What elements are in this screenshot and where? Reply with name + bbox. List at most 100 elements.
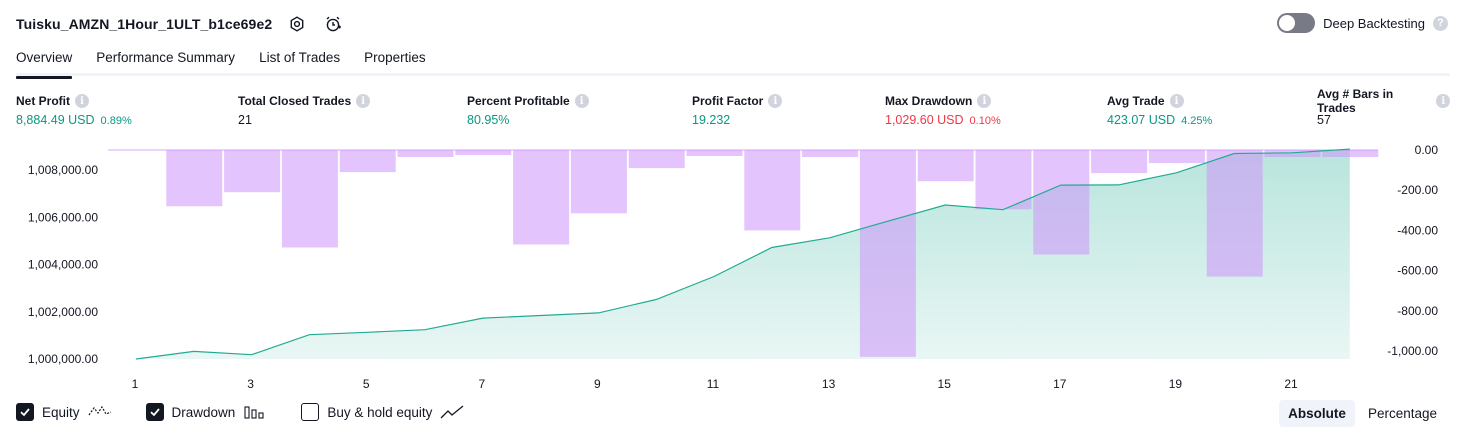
y-left-tick-label: 1,004,000.00 <box>28 258 98 272</box>
drawdown-bar <box>513 150 570 245</box>
drawdown-checkbox[interactable] <box>145 403 164 421</box>
deep-backtesting-toggle[interactable] <box>1277 13 1316 33</box>
drawdown-bar <box>1148 150 1205 164</box>
info-icon[interactable]: i <box>1169 94 1184 108</box>
legend-buy-hold-toggle[interactable]: Buy & hold equity <box>301 403 464 421</box>
metric-label: Profit Factor <box>692 94 764 108</box>
alert-clock-icon[interactable] <box>322 13 344 35</box>
buy-hold-checkbox[interactable] <box>301 403 320 421</box>
metric-label: Avg Trade <box>1107 94 1165 108</box>
strategy-title: Tuisku_AMZN_1Hour_1ULT_b1ce69e2 <box>16 16 273 32</box>
y-right-tick-label: -1,000.00 <box>1387 344 1438 358</box>
deep-backtesting: Deep Backtesting ? <box>1277 13 1448 33</box>
drawdown-bar <box>1033 150 1090 255</box>
equity-line-icon <box>88 403 112 421</box>
y-left-tick-label: 1,002,000.00 <box>28 305 98 319</box>
drawdown-bar <box>397 150 454 157</box>
metric-percent: 0.10% <box>969 115 1001 127</box>
info-icon[interactable]: i <box>977 94 992 108</box>
metric-percent: 4.25% <box>1181 115 1213 127</box>
y-right-tick-label: -200.00 <box>1397 183 1438 197</box>
drawdown-bar <box>744 150 801 231</box>
metric-total-closed-trades: Total Closed Trades i 21 <box>238 93 371 127</box>
info-icon[interactable]: i <box>356 94 371 108</box>
value-mode-switch: Absolute Percentage <box>1279 400 1446 427</box>
info-icon[interactable]: i <box>1436 94 1450 108</box>
drawdown-bar <box>570 150 627 214</box>
drawdown-bar <box>1206 150 1263 277</box>
info-icon[interactable]: i <box>768 94 783 108</box>
x-tick-label: 21 <box>1284 377 1298 391</box>
legend-drawdown-label: Drawdown <box>171 404 236 420</box>
metric-label: Avg # Bars in Trades <box>1317 87 1394 115</box>
x-tick-label: 13 <box>822 377 836 391</box>
equity-checkbox[interactable] <box>16 403 34 421</box>
tab-overview[interactable]: Overview <box>16 48 73 79</box>
equity-drawdown-chart[interactable]: 1,000,000.00 1,002,000.00 1,004,000.00 1,00… <box>0 138 1466 400</box>
absolute-button[interactable]: Absolute <box>1279 400 1355 427</box>
metric-profit-factor: Profit Factor i 19.232 <box>692 93 783 127</box>
drawdown-bar <box>455 150 512 155</box>
x-tick-label: 19 <box>1169 377 1183 391</box>
metric-avg-trade: Avg Trade i 423.07 USD 4.25% <box>1107 93 1212 127</box>
metric-value: 57 <box>1317 113 1331 127</box>
legend-drawdown-toggle[interactable]: Drawdown <box>145 403 268 421</box>
y-left-tick-label: 1,000,000.00 <box>28 352 98 366</box>
metric-percent-profitable: Percent Profitable i 80.95% <box>467 93 589 127</box>
y-left-tick-label: 1,006,000.00 <box>28 210 98 224</box>
tab-list-of-trades[interactable]: List of Trades <box>259 50 341 65</box>
drawdown-bar <box>166 150 223 207</box>
buy-hold-line-icon <box>440 403 464 421</box>
drawdown-bar <box>802 150 859 157</box>
metric-label: Net Profit <box>16 94 70 108</box>
y-right-tick-label: -600.00 <box>1397 264 1438 278</box>
drawdown-bars-icon <box>243 403 267 421</box>
x-tick-label: 3 <box>247 377 254 391</box>
y-right-tick-label: -800.00 <box>1397 304 1438 318</box>
metric-avg-bars: Avg # Bars in Trades i 57 <box>1317 87 1450 127</box>
chart-legend: Equity Drawdown Buy & hold equity <box>16 403 498 421</box>
metric-label: Max Drawdown <box>885 94 973 108</box>
x-tick-label: 5 <box>363 377 370 391</box>
metric-max-drawdown: Max Drawdown i 1,029.60 USD 0.10% <box>885 93 1001 127</box>
info-icon[interactable]: i <box>574 94 589 108</box>
x-tick-label: 9 <box>594 377 601 391</box>
drawdown-bar <box>224 150 281 193</box>
y-right-tick-label: -400.00 <box>1397 223 1438 237</box>
drawdown-bar <box>1264 150 1321 157</box>
metric-value: 21 <box>238 113 252 127</box>
drawdown-bar <box>686 150 743 156</box>
x-tick-label: 15 <box>938 377 952 391</box>
equity-line <box>135 148 1350 360</box>
legend-equity-toggle[interactable]: Equity <box>16 403 112 421</box>
percentage-button[interactable]: Percentage <box>1367 406 1437 421</box>
tab-bar: Overview Performance Summary List of Tra… <box>16 48 1450 79</box>
legend-equity-label: Equity <box>42 404 80 420</box>
metric-value: 80.95% <box>467 113 510 127</box>
metric-label: Total Closed Trades <box>238 94 352 108</box>
metric-value: 19.232 <box>692 113 731 127</box>
drawdown-bar <box>1322 150 1379 157</box>
drawdown-bar <box>975 150 1032 210</box>
drawdown-bar <box>859 150 916 357</box>
metric-net-profit: Net Profit i 8,884.49 USD 0.89% <box>16 93 132 127</box>
drawdown-bar <box>339 150 396 173</box>
legend-buy-hold-label: Buy & hold equity <box>327 404 433 420</box>
metric-value: 8,884.49 USD <box>16 113 95 127</box>
x-tick-label: 11 <box>707 377 720 391</box>
info-icon[interactable]: i <box>75 94 89 108</box>
x-tick-label: 7 <box>478 377 485 391</box>
metric-percent: 0.89% <box>100 115 132 127</box>
help-icon[interactable]: ? <box>1433 15 1448 31</box>
drawdown-bar <box>917 150 974 182</box>
tab-properties[interactable]: Properties <box>364 50 426 65</box>
metric-value: 423.07 USD <box>1107 113 1176 127</box>
drawdown-bar <box>1091 150 1148 174</box>
drawdown-bar <box>628 150 685 169</box>
strategy-header: Tuisku_AMZN_1Hour_1ULT_b1ce69e2 <box>16 12 344 36</box>
y-left-tick-label: 1,008,000.00 <box>28 163 98 177</box>
metrics-row: Net Profit i 8,884.49 USD 0.89% Total Clos… <box>16 87 1450 131</box>
y-right-tick-label: 0.00 <box>1415 143 1439 157</box>
settings-icon[interactable] <box>286 13 308 35</box>
tab-performance-summary[interactable]: Performance Summary <box>96 50 236 65</box>
